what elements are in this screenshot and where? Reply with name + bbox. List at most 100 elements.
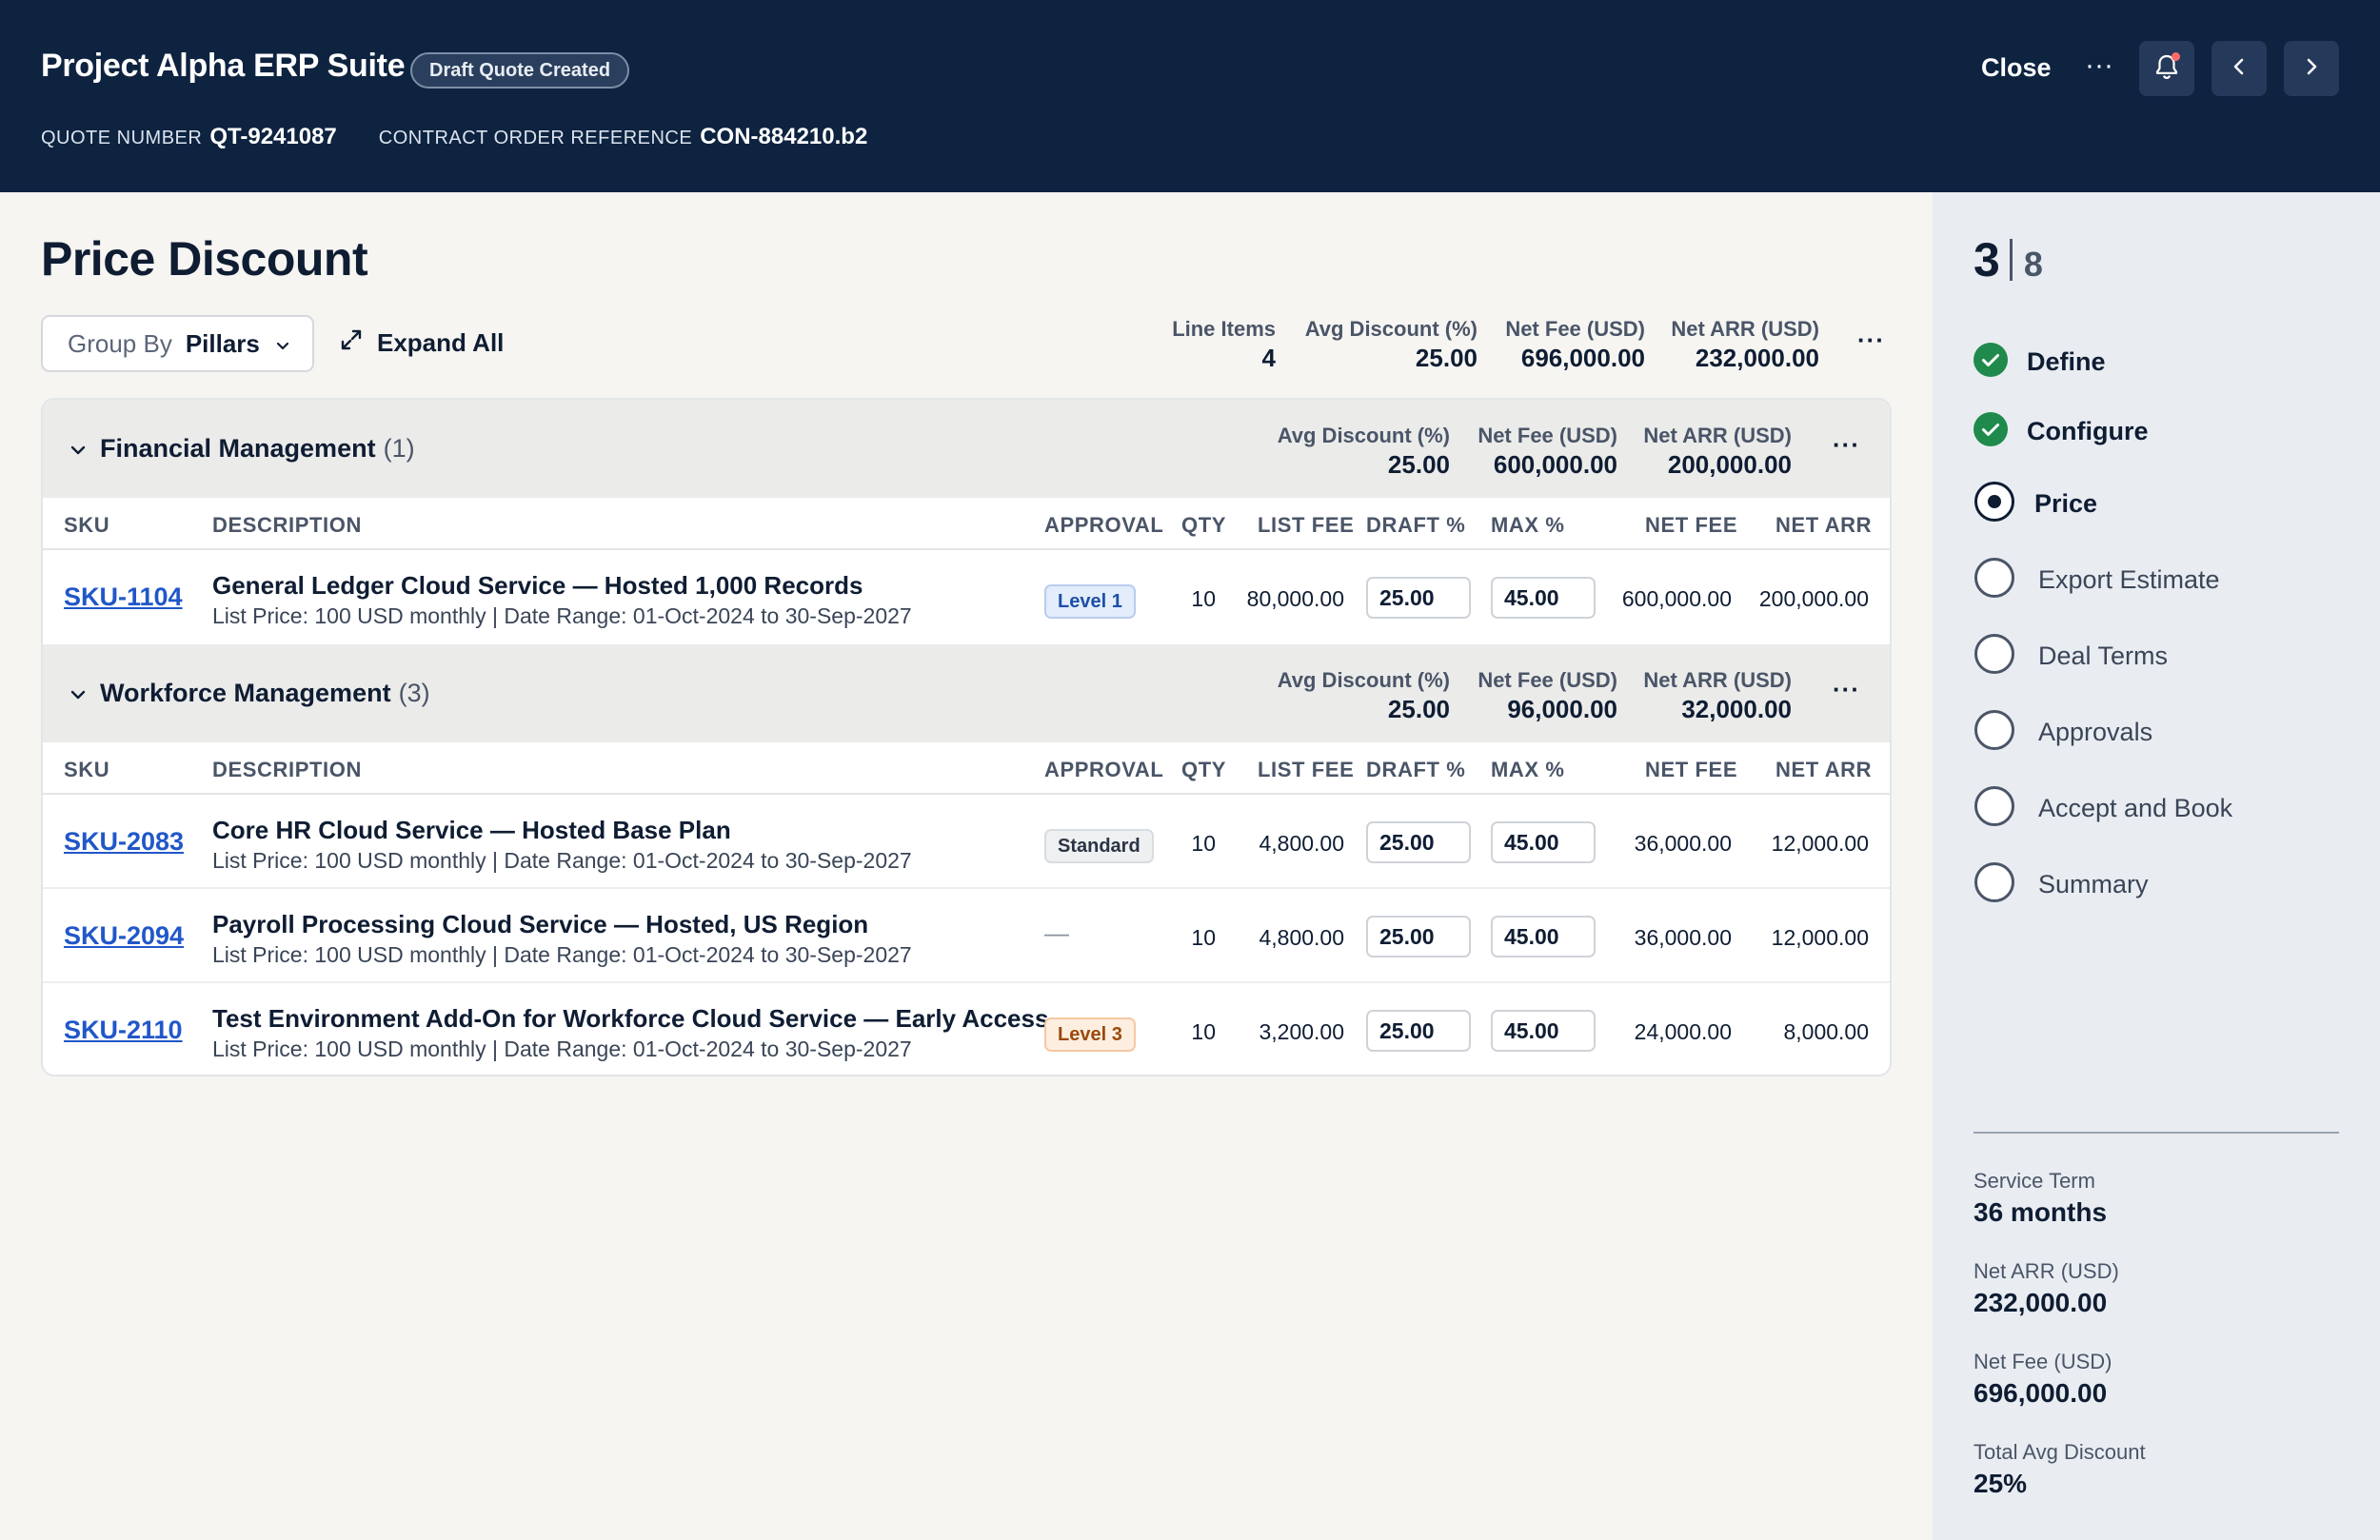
col-list-fee: LIST FEE <box>1258 513 1355 537</box>
summary-net-fee-label: Net Fee (USD) <box>1505 317 1645 341</box>
group-net-fee: Net Fee (USD) 600,000.00 <box>1478 424 1617 480</box>
sku-link[interactable]: SKU-2083 <box>64 827 185 856</box>
draft-pct-input[interactable]: 25.00 <box>1366 1010 1471 1052</box>
step-label: Approvals <box>2038 718 2153 746</box>
group-avg-discount-value: 25.00 <box>1387 450 1450 479</box>
group-toggle-financial[interactable]: Financial Management (1) <box>69 434 415 464</box>
step-define[interactable]: Define <box>1973 343 2106 382</box>
current-step: 3 <box>1973 233 2000 286</box>
row-net-arr: 12,000.00 <box>1771 831 1869 856</box>
draft-pct-input[interactable]: 25.00 <box>1366 821 1471 863</box>
chevron-down-icon <box>69 434 100 464</box>
total-steps: 8 <box>2023 245 2043 284</box>
close-button[interactable]: Close <box>1981 53 2052 82</box>
sku-link[interactable]: SKU-2110 <box>64 1016 183 1044</box>
step-approvals[interactable]: Approvals <box>1973 709 2152 756</box>
step-summary[interactable]: Summary <box>1973 861 2149 908</box>
step-label: Export Estimate <box>2038 565 2220 594</box>
group-more-button[interactable]: ··· <box>1833 675 1860 703</box>
col-sku: SKU <box>64 758 110 781</box>
group-net-fee-value: 600,000.00 <box>1493 450 1617 479</box>
step-label: Summary <box>2038 870 2149 898</box>
group-count: (3) <box>398 679 430 707</box>
col-draft-pct: DRAFT % <box>1366 513 1466 537</box>
row-subtitle: List Price: 100 USD monthly | Date Range… <box>212 942 912 967</box>
expand-icon <box>339 327 377 359</box>
summary-more-button[interactable]: ··· <box>1857 326 1885 354</box>
sku-link[interactable]: SKU-1104 <box>64 582 183 611</box>
step-price[interactable]: Price <box>1973 481 2097 527</box>
table-row: SKU-1104 General Ledger Cloud Service — … <box>43 550 1890 644</box>
max-pct-input[interactable]: 45.00 <box>1491 821 1596 863</box>
stat-value: 696,000.00 <box>1973 1378 2108 1408</box>
notification-dot <box>2172 52 2180 61</box>
max-pct-input[interactable]: 45.00 <box>1491 916 1596 958</box>
group-avg-discount: Avg Discount (%) 25.00 <box>1278 424 1450 480</box>
col-net-arr: NET ARR <box>1775 513 1873 537</box>
check-circle-icon <box>1973 412 2008 451</box>
step-export-estimate[interactable]: Export Estimate <box>1973 557 2220 603</box>
quote-number-label: QUOTE NUMBER <box>41 128 203 148</box>
bell-icon <box>2154 53 2179 85</box>
step-counter: 3 8 <box>1973 232 2043 287</box>
summary-line-items-label: Line Items <box>1172 317 1276 341</box>
col-description: DESCRIPTION <box>212 513 362 537</box>
step-deal-terms[interactable]: Deal Terms <box>1973 633 2168 680</box>
radio-empty-icon <box>1973 709 2015 756</box>
header-more-button[interactable]: ··· <box>2085 49 2113 81</box>
radio-selected-icon <box>1973 481 2015 527</box>
step-label: Configure <box>2027 417 2149 445</box>
progress-sidebar: 3 8 Define Configure Price Export Estima… <box>1933 192 2380 1540</box>
draft-pct-input[interactable]: 25.00 <box>1366 916 1471 958</box>
group-more-button[interactable]: ··· <box>1833 430 1860 459</box>
approval-badge: — <box>1044 918 1069 947</box>
next-button[interactable] <box>2284 41 2339 96</box>
max-pct-input[interactable]: 45.00 <box>1491 1010 1596 1052</box>
notifications-button[interactable] <box>2139 41 2194 96</box>
expand-all-button[interactable]: Expand All <box>339 327 504 359</box>
col-net-fee: NET FEE <box>1645 513 1738 537</box>
expand-all-label: Expand All <box>377 328 505 357</box>
row-qty: 10 <box>1191 831 1216 856</box>
step-accept-and-book[interactable]: Accept and Book <box>1973 785 2232 832</box>
radio-empty-icon <box>1973 861 2015 908</box>
status-badge: Draft Quote Created <box>410 52 630 89</box>
approval-badge: Standard <box>1044 829 1154 863</box>
group-avg-discount-value: 25.00 <box>1387 695 1450 723</box>
row-list-fee: 4,800.00 <box>1259 831 1344 856</box>
group-name: Workforce Management <box>100 679 391 707</box>
table-row: SKU-2094 Payroll Processing Cloud Servic… <box>43 889 1890 983</box>
row-subtitle: List Price: 100 USD monthly | Date Range… <box>212 1037 912 1061</box>
group-count: (1) <box>383 434 415 463</box>
step-configure[interactable]: Configure <box>1973 412 2149 451</box>
row-qty: 10 <box>1191 925 1216 950</box>
group-toggle-workforce[interactable]: Workforce Management (3) <box>69 679 430 708</box>
col-qty: QTY <box>1181 758 1227 781</box>
draft-pct-input[interactable]: 25.00 <box>1366 577 1471 619</box>
group-net-arr-label: Net ARR (USD) <box>1643 424 1792 447</box>
col-approval: APPROVAL <box>1044 513 1164 537</box>
group-net-arr-label: Net ARR (USD) <box>1643 668 1792 692</box>
step-label: Price <box>2034 489 2098 518</box>
col-description: DESCRIPTION <box>212 758 362 781</box>
stat-label: Service Term <box>1973 1169 2095 1193</box>
col-net-arr: NET ARR <box>1775 758 1873 781</box>
group-name: Financial Management <box>100 434 376 463</box>
stat-total-avg-discount: Total Avg Discount 25% <box>1973 1440 2146 1499</box>
col-list-fee: LIST FEE <box>1258 758 1355 781</box>
chevron-left-icon <box>2231 57 2247 81</box>
max-pct-input[interactable]: 45.00 <box>1491 577 1596 619</box>
approval-badge: Level 1 <box>1044 584 1136 619</box>
approval-badge: Level 3 <box>1044 1017 1136 1052</box>
group-header-financial: Financial Management (1) Avg Discount (%… <box>43 400 1890 498</box>
contract-ref: CON-884210.b2 <box>700 124 868 149</box>
group-header-workforce: Workforce Management (3) Avg Discount (%… <box>43 644 1890 742</box>
group-by-select[interactable]: Group By Pillars <box>41 315 314 372</box>
sku-link[interactable]: SKU-2094 <box>64 921 185 950</box>
previous-button[interactable] <box>2211 41 2267 96</box>
app-title: Project Alpha ERP Suite <box>41 48 406 84</box>
contract-ref-label: CONTRACT ORDER REFERENCE <box>378 128 693 148</box>
row-title: General Ledger Cloud Service — Hosted 1,… <box>212 571 863 600</box>
group-net-fee-label: Net Fee (USD) <box>1478 668 1617 692</box>
col-sku: SKU <box>64 513 110 537</box>
